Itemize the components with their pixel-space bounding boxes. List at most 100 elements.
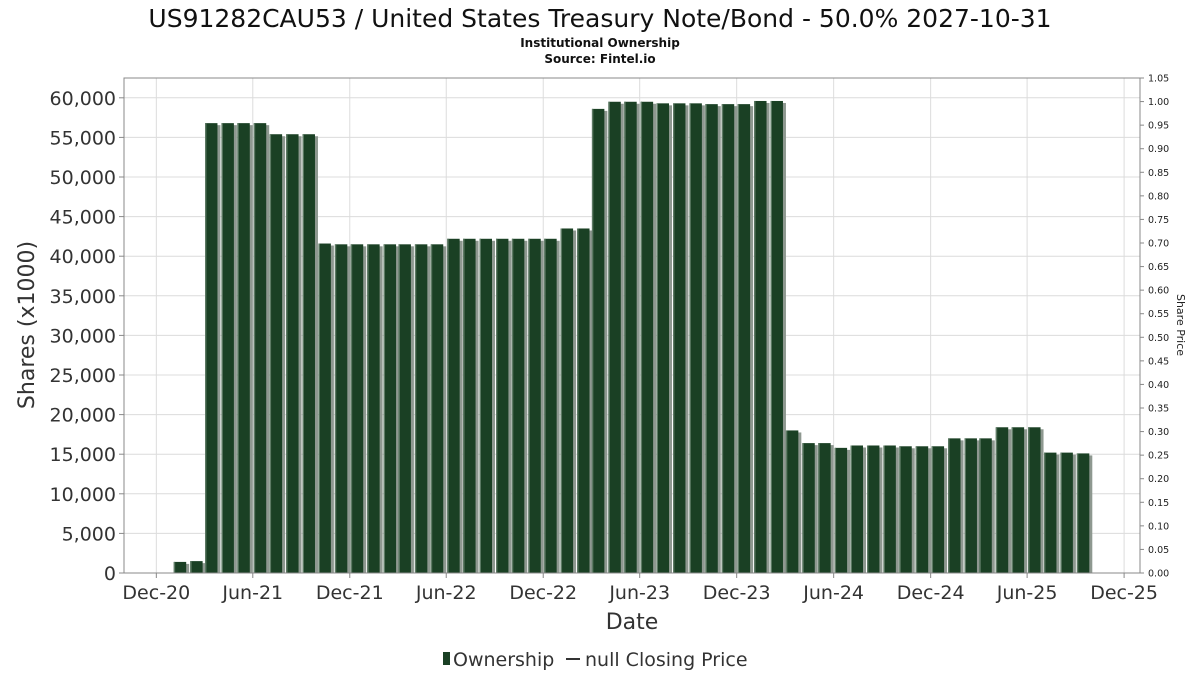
ownership-bar bbox=[850, 445, 863, 573]
ownership-bar-highlight bbox=[770, 100, 772, 573]
ownership-bar bbox=[948, 438, 961, 573]
y2-tick-label: 0.70 bbox=[1148, 239, 1169, 250]
ownership-bar-highlight bbox=[931, 446, 934, 573]
ownership-bar-highlight bbox=[511, 238, 514, 573]
ownership-bar-highlight bbox=[398, 244, 400, 573]
y2-tick-label: 0.40 bbox=[1148, 380, 1169, 391]
ownership-bar-highlight bbox=[689, 103, 691, 574]
y-axis-ticks: 0 5,000 10,000 15,000 20,000 25,000 30,000 35,0… bbox=[50, 88, 124, 585]
ownership-bar-highlight bbox=[640, 101, 643, 573]
ownership-bar bbox=[899, 446, 912, 573]
ownership-bar bbox=[624, 101, 637, 573]
ownership-bar-highlight bbox=[334, 244, 337, 573]
ownership-bar-highlight bbox=[737, 104, 740, 574]
x-tick-label: Dec-20 bbox=[122, 582, 190, 604]
ownership-bar bbox=[802, 443, 815, 573]
x-tick-label: Jun-25 bbox=[996, 582, 1058, 604]
ownership-bar-highlight bbox=[253, 123, 256, 574]
ownership-bar-highlight bbox=[463, 238, 465, 573]
ownership-bar-highlight bbox=[1060, 452, 1062, 573]
ownership-bar-highlight bbox=[221, 123, 223, 574]
y2-tick-label: 0.90 bbox=[1148, 144, 1169, 155]
x-tick-label: Dec-24 bbox=[897, 582, 965, 604]
ownership-bar bbox=[640, 101, 654, 573]
ownership-bar bbox=[173, 561, 187, 573]
y2-tick-label: 0.05 bbox=[1148, 545, 1169, 556]
ownership-bar bbox=[221, 123, 234, 574]
ownership-bar bbox=[190, 561, 203, 573]
ownership-bar-highlight bbox=[979, 438, 981, 573]
ownership-bar-highlight bbox=[237, 123, 239, 574]
y2-tick-label: 0.35 bbox=[1148, 404, 1169, 415]
ownership-bar bbox=[979, 438, 992, 573]
y-tick-label: 50,000 bbox=[50, 167, 116, 189]
ownership-bar-highlight bbox=[705, 104, 707, 574]
ownership-bar bbox=[511, 238, 525, 573]
ownership-bar-highlight bbox=[1076, 453, 1079, 573]
ownership-bar bbox=[785, 430, 799, 573]
y-tick-label: 25,000 bbox=[50, 365, 116, 387]
x-tick-label: Jun-22 bbox=[415, 582, 477, 604]
y2-tick-label: 0.25 bbox=[1148, 451, 1169, 462]
ownership-bar bbox=[398, 244, 411, 573]
ownership-bar-highlight bbox=[430, 244, 433, 573]
y2-tick-label: 1.05 bbox=[1148, 74, 1169, 85]
chart-source: Source: Fintel.io bbox=[544, 52, 655, 66]
ownership-bar-highlight bbox=[818, 443, 820, 573]
y2-tick-label: 0.95 bbox=[1148, 121, 1169, 132]
ownership-bar bbox=[915, 446, 929, 573]
y-tick-label: 5,000 bbox=[62, 523, 116, 545]
plot-frame bbox=[123, 77, 1141, 574]
ownership-bar-highlight bbox=[802, 443, 804, 573]
ownership-bar-highlight bbox=[850, 445, 852, 573]
ownership-bar bbox=[544, 238, 557, 573]
ownership-bar-highlight bbox=[383, 244, 386, 573]
ownership-bar-highlight bbox=[995, 427, 998, 573]
ownership-bar bbox=[818, 443, 831, 573]
y2-tick-label: 1.00 bbox=[1148, 97, 1169, 108]
ownership-bar-highlight bbox=[948, 438, 950, 573]
ownership-bar-highlight bbox=[302, 134, 304, 573]
ownership-bar-highlight bbox=[785, 430, 788, 573]
ownership-bar-highlight bbox=[834, 447, 837, 573]
y2-tick-label: 0.10 bbox=[1148, 521, 1169, 532]
ownership-bar-highlight bbox=[173, 561, 176, 573]
ownership-bar-highlight bbox=[447, 238, 449, 573]
ownership-bar bbox=[447, 238, 460, 573]
chart-title: US91282CAU53 / United States Treasury No… bbox=[148, 4, 1051, 33]
x-tick-label: Jun-24 bbox=[802, 582, 864, 604]
ownership-bar bbox=[286, 134, 299, 573]
legend-closing-price-label: null Closing Price bbox=[585, 649, 748, 671]
ownership-bar-highlight bbox=[495, 238, 498, 573]
ownership-bar bbox=[705, 104, 718, 574]
ownership-bar bbox=[560, 228, 574, 574]
ownership-bar bbox=[430, 244, 444, 573]
ownership-bar-highlight bbox=[915, 446, 918, 573]
ownership-bar-highlight bbox=[318, 243, 320, 573]
y2-tick-label: 0.20 bbox=[1148, 474, 1169, 485]
ownership-bar bbox=[383, 244, 397, 573]
x-tick-label: Jun-21 bbox=[221, 582, 283, 604]
ownership-bar-highlight bbox=[1044, 452, 1046, 573]
ownership-bar bbox=[237, 123, 250, 574]
ownership-bar-highlight bbox=[866, 445, 869, 573]
x-tick-label: Dec-22 bbox=[509, 582, 577, 604]
legend-ownership-swatch bbox=[443, 652, 450, 665]
ownership-bar bbox=[205, 123, 218, 574]
x-axis-ticks: Dec-20 Jun-21 Dec-21 Jun-22 Dec-22 Jun-23 Dec-… bbox=[122, 573, 1158, 604]
ownership-bar-highlight bbox=[964, 438, 966, 573]
ownership-bar bbox=[1028, 427, 1041, 573]
ownership-bar bbox=[253, 123, 267, 574]
legend: Ownership null Closing Price bbox=[443, 649, 748, 671]
ownership-bar-highlight bbox=[577, 228, 579, 574]
y-axis-label: Shares (x1000) bbox=[15, 241, 40, 409]
ownership-bar bbox=[367, 244, 380, 573]
x-tick-label: Dec-25 bbox=[1090, 582, 1158, 604]
ownership-bar-highlight bbox=[1011, 427, 1014, 573]
ownership-bar-highlight bbox=[656, 103, 658, 574]
y2-tick-label: 0.60 bbox=[1148, 286, 1169, 297]
y2-tick-label: 0.55 bbox=[1148, 309, 1169, 320]
ownership-bar-highlight bbox=[591, 108, 594, 573]
ownership-bar bbox=[721, 104, 735, 574]
ownership-bar bbox=[479, 238, 492, 573]
